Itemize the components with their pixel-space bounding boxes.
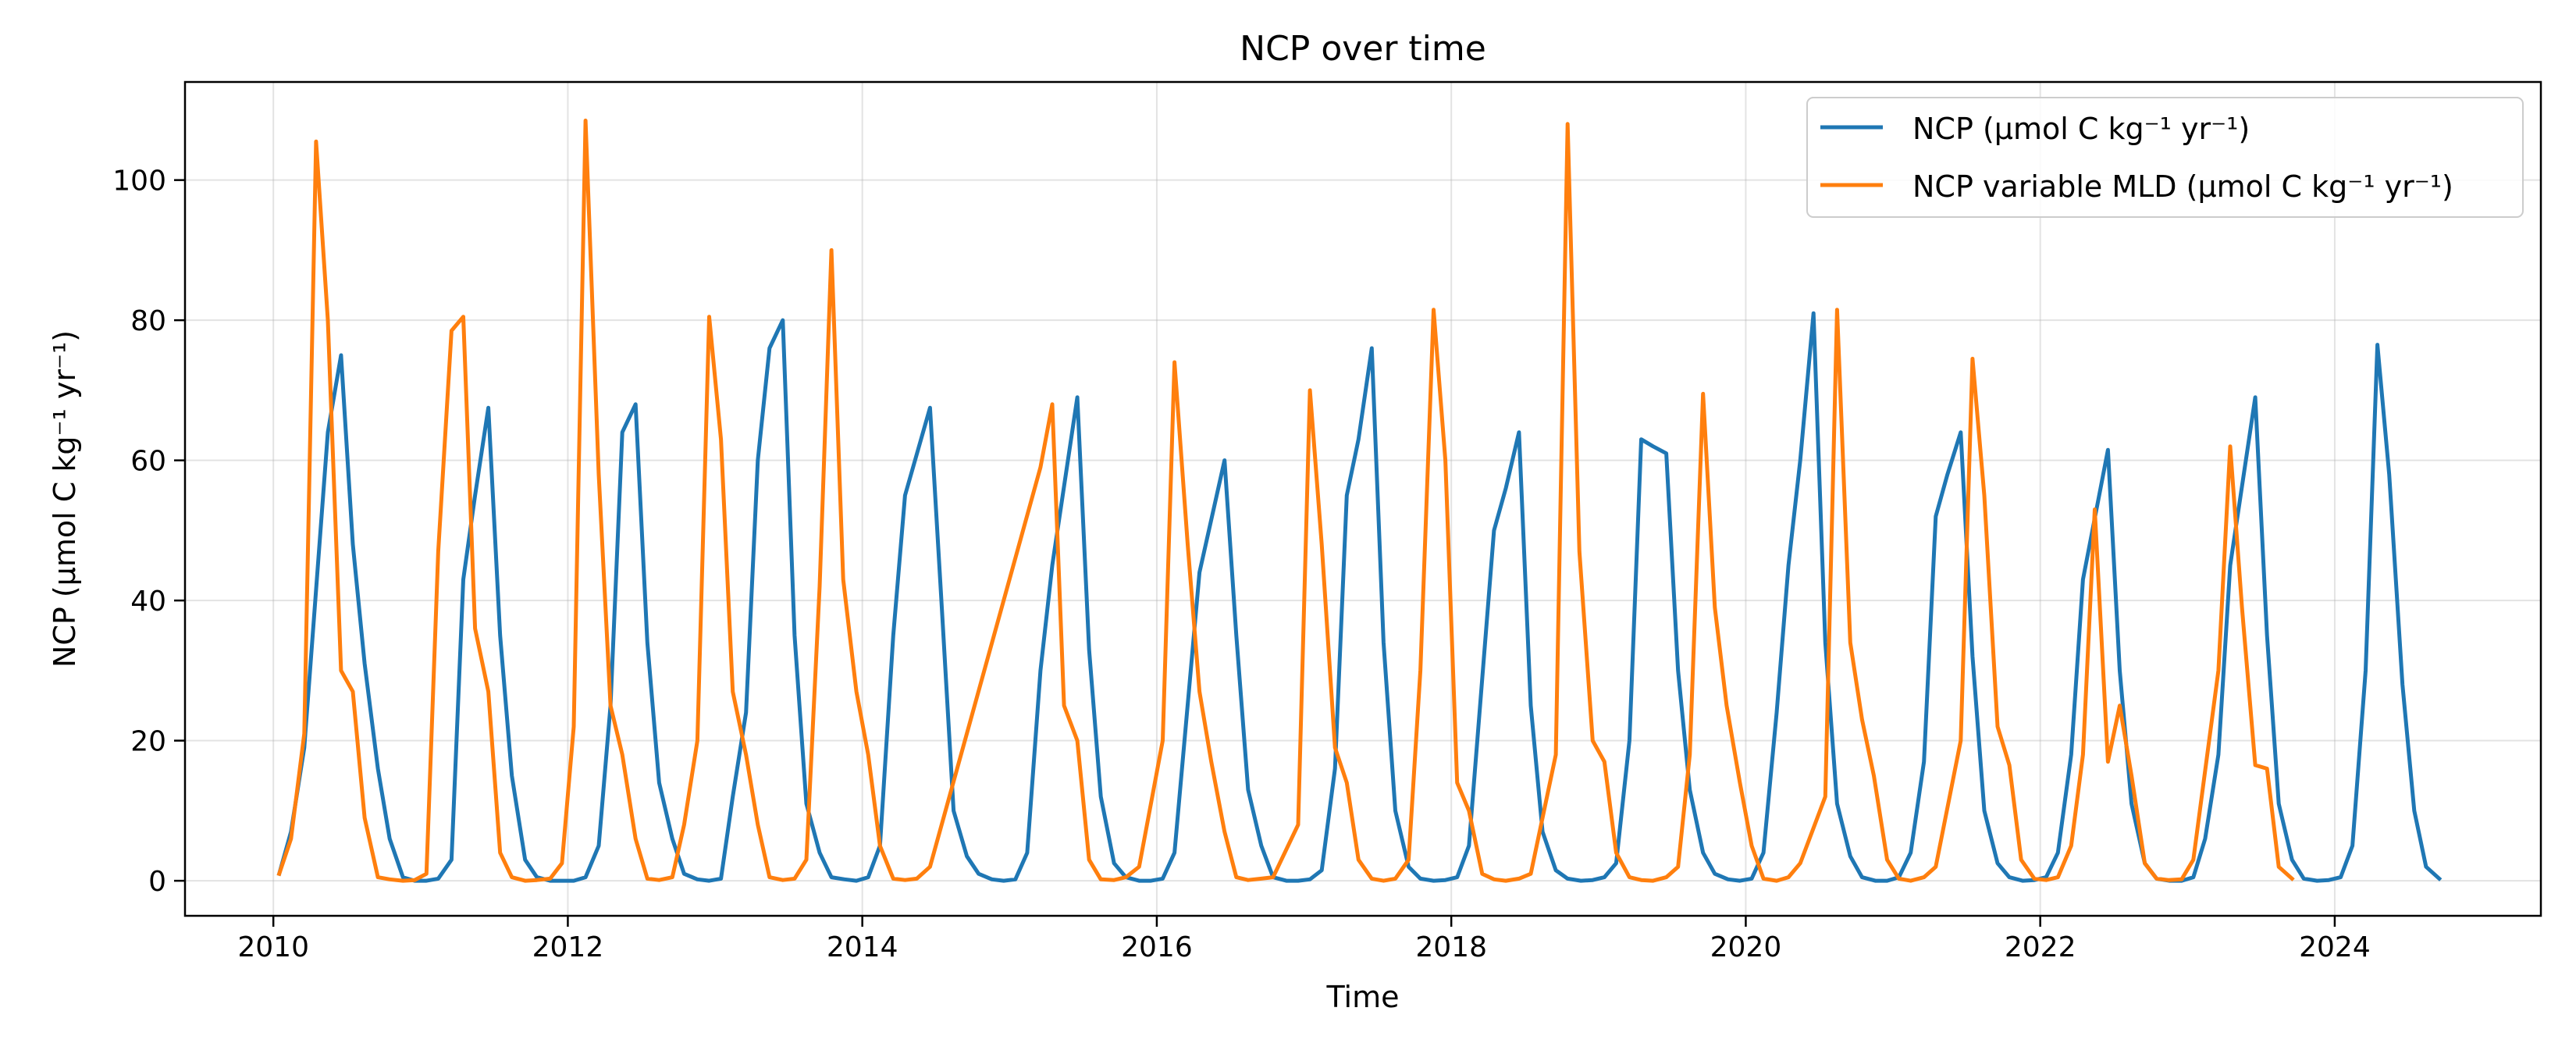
plot-area-frame xyxy=(183,80,2542,917)
y-tick-label: 40 xyxy=(130,586,166,618)
legend-label-ncp-variable-mld: NCP variable MLD (μmol C kg⁻¹ yr⁻¹) xyxy=(1912,169,2453,204)
x-tick-label: 2010 xyxy=(237,931,309,963)
x-tick-label: 2014 xyxy=(827,931,898,963)
series-line-0 xyxy=(276,311,2443,883)
x-tick-label: 2012 xyxy=(532,931,604,963)
x-axis-label: Time xyxy=(1326,980,1400,1014)
y-tick-label: 60 xyxy=(130,446,166,478)
y-tick-label: 20 xyxy=(130,726,166,758)
chart-title: NCP over time xyxy=(1240,29,1486,69)
y-axis: 0 20 40 60 80 100 xyxy=(112,166,185,898)
x-tick-label: 2024 xyxy=(2299,931,2371,963)
x-axis: 2010 2012 2014 2016 2018 2020 2022 2024 xyxy=(237,916,2371,963)
y-tick-label: 0 xyxy=(148,866,166,898)
y-tick-label: 100 xyxy=(112,166,166,198)
legend: NCP (μmol C kg⁻¹ yr⁻¹) NCP variable MLD … xyxy=(1806,97,2524,218)
x-tick-label: 2016 xyxy=(1121,931,1193,963)
series-layer xyxy=(276,118,2443,883)
x-tick-label: 2022 xyxy=(2005,931,2076,963)
legend-frame xyxy=(1806,97,2524,218)
x-tick-label: 2018 xyxy=(1415,931,1487,963)
y-tick-label: 80 xyxy=(130,305,166,337)
legend-label-ncp: NCP (μmol C kg⁻¹ yr⁻¹) xyxy=(1912,112,2250,146)
y-axis-label: NCP (μmol C kg⁻¹ yr⁻¹) xyxy=(48,330,82,668)
series-line-1 xyxy=(276,118,2295,883)
x-tick-label: 2020 xyxy=(1710,931,1782,963)
